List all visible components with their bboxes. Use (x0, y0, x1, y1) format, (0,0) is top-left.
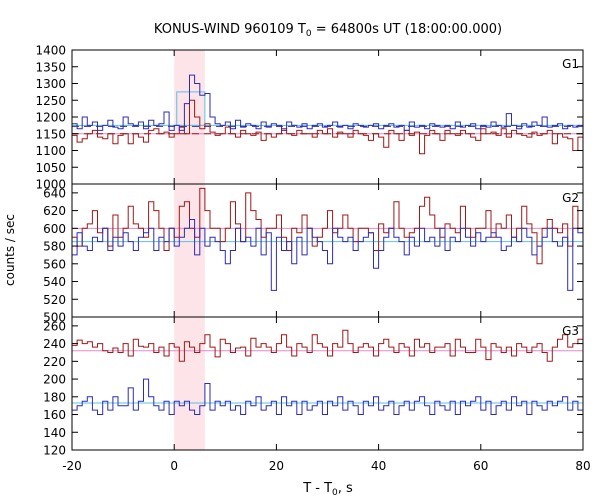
x-axis-label-sub: 0 (332, 488, 338, 498)
g2-ytick-label: 560 (43, 257, 66, 271)
xtick-label: 80 (575, 459, 590, 473)
g2-ytick-label: 500 (43, 311, 66, 325)
x-axis-label-rest: , s (338, 481, 353, 496)
g1-bin-box (176, 91, 206, 126)
g1-ytick-label: 1200 (35, 111, 66, 125)
g2-blue-series (72, 219, 583, 291)
g2-ytick-label: 580 (43, 240, 66, 254)
g3-ytick-label: 260 (43, 319, 66, 333)
g3-ytick-label: 140 (43, 426, 66, 440)
g1-blue-series (72, 74, 583, 131)
g3-ytick-label: 160 (43, 408, 66, 422)
g1-red-series (72, 99, 583, 155)
g2-ytick-label: 640 (43, 186, 66, 200)
x-axis-label-main: T - T (302, 481, 332, 496)
g2-ytick-label: 520 (43, 293, 66, 307)
g1-ytick-label: 1150 (35, 127, 66, 141)
g2-panel-label: G2 (562, 191, 579, 205)
g1-ytick-label: 1350 (35, 60, 66, 74)
chart-title-main: KONUS-WIND 960109 T (154, 22, 306, 37)
g1-ytick-label: 1100 (35, 144, 66, 158)
chart-title-sub: 0 (306, 29, 312, 39)
g3-blue-series (72, 378, 583, 415)
x-axis-label: T - T0, s (302, 481, 353, 498)
g1-ytick-label: 1300 (35, 77, 66, 91)
chart-title-rest: = 64800s UT (18:00:00.000) (312, 22, 502, 37)
g1-ytick-label: 1000 (35, 178, 66, 192)
xtick-label: -20 (62, 459, 82, 473)
y-axis-label: counts / sec (3, 214, 17, 286)
g1-ytick-label: 1400 (35, 44, 66, 58)
g3-red-series (72, 329, 583, 362)
g3-ytick-label: 200 (43, 373, 66, 387)
chart-title: KONUS-WIND 960109 T0 = 64800s UT (18:00:… (154, 22, 502, 39)
g3-ytick-label: 120 (43, 444, 66, 458)
g1-ytick-label: 1250 (35, 94, 66, 108)
g3-panel-frame (71, 316, 584, 451)
g3-ytick-label: 240 (43, 337, 66, 351)
xtick-label: 0 (170, 459, 178, 473)
g3-ytick-label: 180 (43, 390, 66, 404)
g3-ytick-label: 220 (43, 355, 66, 369)
xtick-label: 60 (473, 459, 488, 473)
xtick-label: 40 (371, 459, 386, 473)
g2-ytick-label: 600 (43, 222, 66, 236)
xtick-label: 20 (269, 459, 284, 473)
g1-ytick-label: 1050 (35, 161, 66, 175)
g2-ytick-label: 540 (43, 275, 66, 289)
g2-ytick-label: 620 (43, 204, 66, 218)
g3-panel-label: G3 (562, 324, 579, 338)
g1-panel-label: G1 (562, 57, 579, 71)
g2-red-series (72, 187, 583, 265)
panels-group: 100010501100115012001250130013501400G150… (35, 44, 590, 474)
